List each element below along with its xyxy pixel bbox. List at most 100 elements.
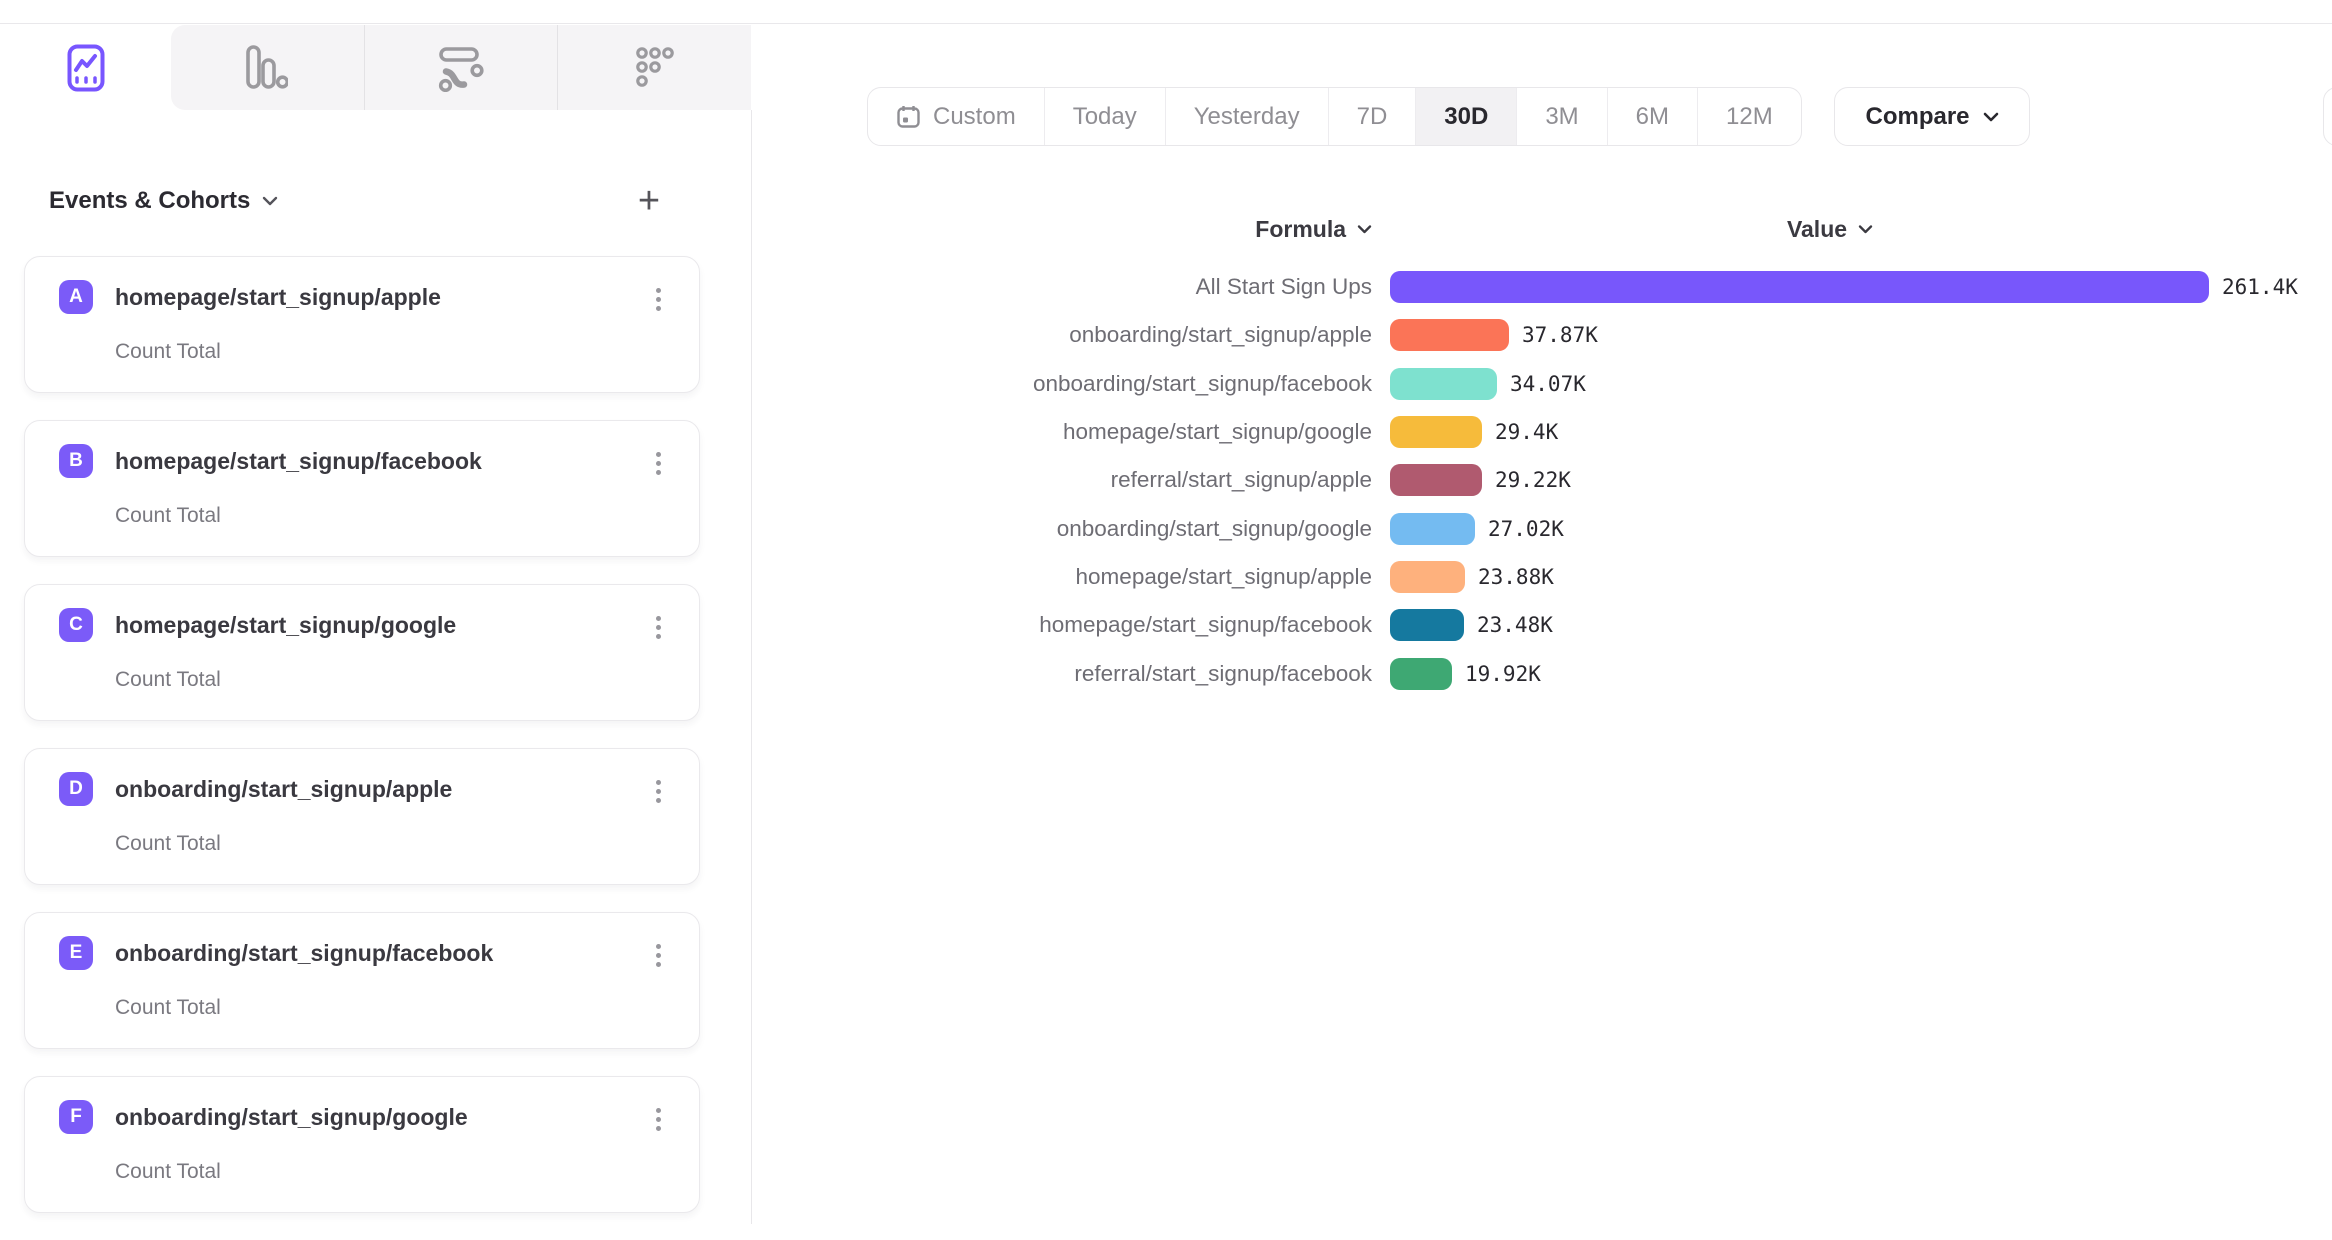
- date-range-30d[interactable]: 30D: [1415, 88, 1517, 145]
- date-range-3m[interactable]: 3M: [1516, 88, 1606, 145]
- event-letter-badge: A: [59, 280, 93, 314]
- add-event-button[interactable]: +: [637, 180, 661, 222]
- bar[interactable]: [1390, 416, 1482, 449]
- tab-retention[interactable]: [557, 25, 751, 110]
- date-range-today[interactable]: Today: [1043, 88, 1165, 145]
- event-metric[interactable]: Count Total: [115, 1160, 221, 1183]
- date-range-custom[interactable]: Custom: [868, 88, 1044, 145]
- chevron-down-icon: [1357, 224, 1372, 234]
- bar-row: onboarding/start_signup/apple 37.87K: [752, 311, 2312, 359]
- kebab-menu-icon[interactable]: [643, 281, 673, 317]
- event-name: onboarding/start_signup/apple: [115, 776, 453, 802]
- bar-row: onboarding/start_signup/facebook 34.07K: [752, 360, 2312, 408]
- tab-flows[interactable]: [363, 25, 558, 110]
- bar-label[interactable]: referral/start_signup/apple: [1110, 467, 1372, 493]
- bar-row: referral/start_signup/facebook 19.92K: [752, 649, 2312, 697]
- sidebar-header: Events & Cohorts +: [49, 172, 669, 230]
- event-metric[interactable]: Count Total: [115, 340, 221, 363]
- event-name: homepage/start_signup/google: [115, 612, 457, 638]
- calendar-icon: [896, 104, 921, 129]
- bar-label[interactable]: onboarding/start_signup/google: [1056, 515, 1372, 541]
- bar-label[interactable]: referral/start_signup/facebook: [1074, 660, 1372, 686]
- bar-label[interactable]: homepage/start_signup/google: [1063, 419, 1372, 445]
- event-letter-badge: B: [59, 444, 93, 478]
- events-cohorts-dropdown[interactable]: Events & Cohorts: [49, 187, 278, 215]
- bar[interactable]: [1390, 367, 1497, 400]
- event-letter-badge: D: [59, 772, 93, 806]
- inactive-tab-group: [171, 25, 751, 110]
- date-range-7d[interactable]: 7D: [1327, 88, 1416, 145]
- bar-row: homepage/start_signup/google 29.4K: [752, 408, 2312, 456]
- kebab-menu-icon[interactable]: [643, 773, 673, 809]
- event-metric[interactable]: Count Total: [115, 832, 221, 855]
- bar-value: 27.02K: [1488, 516, 1564, 541]
- date-range-6m[interactable]: 6M: [1606, 88, 1697, 145]
- bar-label[interactable]: homepage/start_signup/apple: [1075, 563, 1372, 589]
- bar-row: homepage/start_signup/apple 23.88K: [752, 553, 2312, 601]
- bar-label[interactable]: onboarding/start_signup/apple: [1069, 322, 1372, 348]
- top-divider: [0, 0, 2332, 24]
- bar-value: 37.87K: [1522, 323, 1598, 348]
- date-range-control: Custom Today Yesterday 7D 30D 3M 6M 12M: [867, 87, 1802, 146]
- retention-dots-icon: [635, 46, 674, 89]
- bar[interactable]: [1390, 319, 1509, 352]
- formula-header-label: Formula: [1255, 215, 1346, 242]
- event-metric[interactable]: Count Total: [115, 996, 221, 1019]
- bar-value: 29.4K: [1495, 420, 1559, 445]
- compare-label: Compare: [1865, 102, 1970, 130]
- bar-value: 23.48K: [1477, 613, 1553, 638]
- date-range-12m[interactable]: 12M: [1697, 88, 1801, 145]
- flows-wave-icon: [437, 44, 485, 92]
- chevron-down-icon: [262, 196, 278, 206]
- kebab-menu-icon[interactable]: [643, 1101, 673, 1137]
- event-metric[interactable]: Count Total: [115, 504, 221, 527]
- event-name: homepage/start_signup/apple: [115, 284, 441, 310]
- bar[interactable]: [1390, 464, 1482, 497]
- event-name: homepage/start_signup/facebook: [115, 448, 482, 474]
- bar[interactable]: [1390, 609, 1464, 642]
- event-name: onboarding/start_signup/google: [115, 1104, 468, 1130]
- bar-row: onboarding/start_signup/google 27.02K: [752, 504, 2312, 552]
- bar-chart: All Start Sign Ups 261.4K onboarding/start…: [752, 263, 2312, 698]
- date-range-yesterday[interactable]: Yesterday: [1164, 88, 1328, 145]
- kebab-menu-icon[interactable]: [643, 609, 673, 645]
- bar-value: 23.88K: [1478, 564, 1554, 589]
- event-letter-badge: E: [59, 936, 93, 970]
- compare-button[interactable]: Compare: [1834, 87, 2030, 146]
- event-metric[interactable]: Count Total: [115, 668, 221, 691]
- bar-label[interactable]: onboarding/start_signup/facebook: [1033, 370, 1372, 396]
- chevron-down-icon: [1983, 112, 1999, 122]
- sidebar-divider: [751, 110, 752, 1224]
- bar[interactable]: [1390, 657, 1452, 690]
- clipped-toolbar-button[interactable]: [2323, 87, 2332, 146]
- kebab-menu-icon[interactable]: [643, 937, 673, 973]
- bar-value: 29.22K: [1495, 468, 1571, 493]
- bar[interactable]: [1390, 560, 1465, 593]
- bar-value: 19.92K: [1465, 661, 1541, 686]
- bar-row: All Start Sign Ups 261.4K: [752, 263, 2312, 311]
- bar[interactable]: [1390, 512, 1475, 545]
- chevron-down-icon: [1858, 224, 1873, 234]
- bar-label[interactable]: All Start Sign Ups: [1195, 274, 1372, 300]
- event-letter-badge: C: [59, 608, 93, 642]
- tab-insights[interactable]: [0, 25, 171, 110]
- tab-funnels[interactable]: [171, 25, 364, 110]
- event-letter-badge: F: [59, 1100, 93, 1134]
- bar[interactable]: [1390, 271, 2209, 304]
- funnel-bars-icon: [246, 44, 289, 91]
- bar-label[interactable]: homepage/start_signup/facebook: [1039, 612, 1372, 638]
- bar-row: referral/start_signup/apple 29.22K: [752, 456, 2312, 504]
- sidebar-title: Events & Cohorts: [49, 187, 251, 214]
- bar-value: 34.07K: [1510, 371, 1586, 396]
- value-column-header[interactable]: Value: [1390, 213, 2270, 245]
- formula-column-header[interactable]: Formula: [752, 213, 1372, 245]
- value-header-label: Value: [1786, 215, 1848, 242]
- kebab-menu-icon[interactable]: [643, 445, 673, 481]
